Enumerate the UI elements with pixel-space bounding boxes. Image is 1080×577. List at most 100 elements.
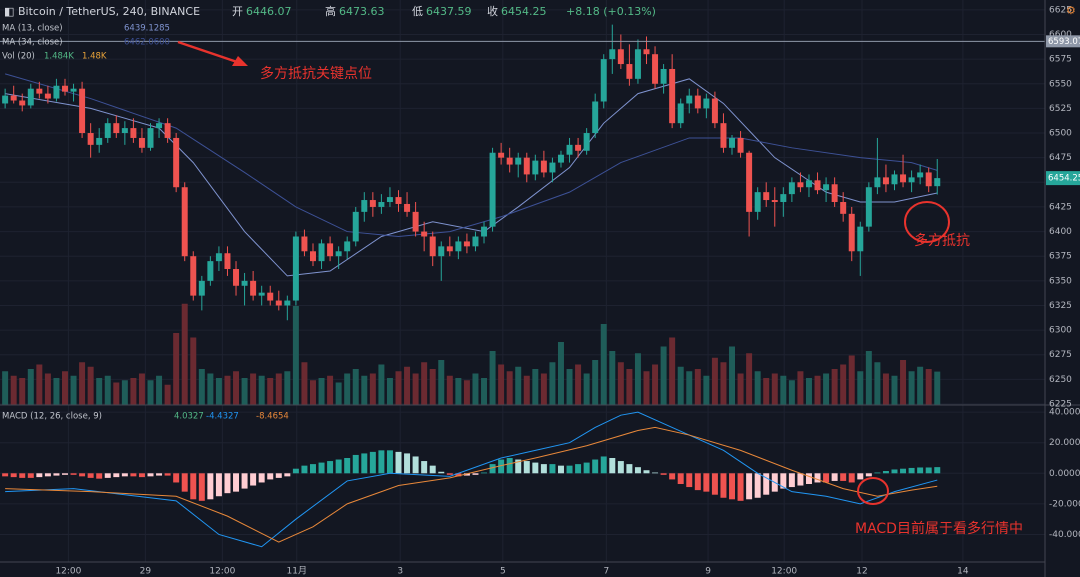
candle-body — [267, 292, 274, 301]
histogram-bar — [44, 473, 51, 477]
candle-body — [10, 95, 17, 101]
candle-body — [557, 154, 564, 163]
volume-bar — [421, 362, 428, 405]
arrow — [177, 40, 241, 65]
candle-body — [515, 157, 522, 165]
candle-body — [617, 49, 624, 65]
candle-body — [925, 172, 932, 187]
histogram-bar — [429, 465, 436, 474]
volume-bar — [754, 371, 761, 405]
candle-body — [814, 180, 821, 191]
candle-body — [79, 88, 86, 134]
x-tick-label: 12:00 — [209, 567, 235, 577]
candle-body — [258, 292, 265, 296]
histogram-bar — [498, 459, 505, 474]
y-tick-label: 6600 — [1049, 30, 1072, 40]
candle-body — [703, 98, 710, 109]
histogram-bar — [267, 473, 274, 480]
histogram-bar — [754, 473, 761, 498]
candle-body — [224, 253, 231, 270]
candle-body — [720, 123, 727, 148]
candle-body — [694, 95, 701, 109]
candle-body — [652, 54, 659, 84]
volume-bar — [113, 382, 120, 405]
candle-body — [164, 123, 171, 138]
legend-volume[interactable]: Vol (20) — [2, 52, 35, 62]
symbol-icon[interactable]: ◧ — [4, 5, 14, 18]
histogram-bar — [891, 469, 898, 474]
histogram-bar — [147, 473, 154, 477]
volume-bar — [848, 355, 855, 405]
candle-body — [523, 157, 530, 175]
volume-bar — [301, 362, 308, 405]
candle-body — [729, 137, 736, 148]
x-tick-label: 9 — [705, 567, 711, 577]
volume-bar — [44, 373, 51, 405]
macd-line — [5, 411, 938, 548]
volume-bar — [857, 371, 864, 405]
candle-body — [626, 64, 633, 79]
volume-bar — [463, 380, 470, 405]
histogram-bar — [746, 473, 753, 500]
legend-ma34[interactable]: MA (34, close) — [2, 38, 63, 48]
y-tick-label: 6525 — [1049, 104, 1072, 114]
volume-bar — [498, 364, 505, 405]
volume-bar — [36, 364, 43, 405]
candle-body — [900, 174, 907, 183]
candle-body — [181, 187, 188, 257]
candle-body — [173, 137, 180, 188]
histogram-bar — [335, 459, 342, 474]
volume-bar — [96, 378, 103, 405]
candle-body — [660, 68, 667, 84]
legend-signal-value: -8.4654 — [256, 412, 289, 422]
x-tick-label: 12:00 — [771, 567, 797, 577]
volume-bar — [634, 353, 641, 405]
histogram-bar — [352, 454, 359, 474]
volume-bar — [207, 373, 214, 405]
histogram-bar — [404, 453, 411, 474]
volume-bar — [823, 373, 830, 405]
histogram-bar — [87, 473, 94, 478]
histogram-bar — [720, 473, 727, 498]
histogram-bar — [643, 470, 650, 474]
candle-body — [788, 182, 795, 195]
candle-body — [472, 236, 479, 247]
volume-bar — [19, 378, 26, 405]
histogram-bar — [669, 473, 676, 480]
legend-ma13-value: 6439.1285 — [124, 24, 170, 34]
volume-bar — [891, 375, 898, 405]
candle-body — [215, 253, 222, 262]
histogram-bar — [275, 473, 282, 478]
settings-icon[interactable]: ⚙ — [1066, 4, 1076, 17]
volume-bar — [686, 371, 693, 405]
candle-body — [386, 197, 393, 203]
candle-body — [207, 261, 214, 281]
histogram-bar — [207, 473, 214, 500]
histogram-bar — [523, 461, 530, 474]
candle-body — [677, 103, 684, 124]
volume-bar — [557, 342, 564, 405]
histogram-bar — [181, 473, 188, 492]
candle-body — [463, 241, 470, 247]
volume-bar — [412, 373, 419, 405]
legend-macd[interactable]: MACD (12, 26, close, 9) — [2, 412, 102, 422]
volume-bar — [609, 351, 616, 405]
histogram-bar — [395, 451, 402, 474]
volume-bar — [882, 373, 889, 405]
volume-bar — [840, 364, 847, 405]
histogram-bar — [814, 473, 821, 483]
legend-ma13[interactable]: MA (13, close) — [2, 24, 63, 34]
legend-macd-value: -4.4327 — [206, 412, 239, 422]
volume-bar — [481, 378, 488, 405]
histogram-bar — [882, 471, 889, 474]
volume-bar — [361, 375, 368, 405]
histogram-bar — [566, 465, 573, 474]
histogram-bar — [70, 473, 77, 475]
volume-bar — [378, 364, 385, 405]
histogram-bar — [361, 453, 368, 474]
x-tick-label: 7 — [603, 567, 609, 577]
histogram-bar — [446, 473, 453, 475]
candle-body — [797, 182, 804, 188]
candle-body — [634, 49, 641, 79]
volume-bar — [446, 375, 453, 405]
